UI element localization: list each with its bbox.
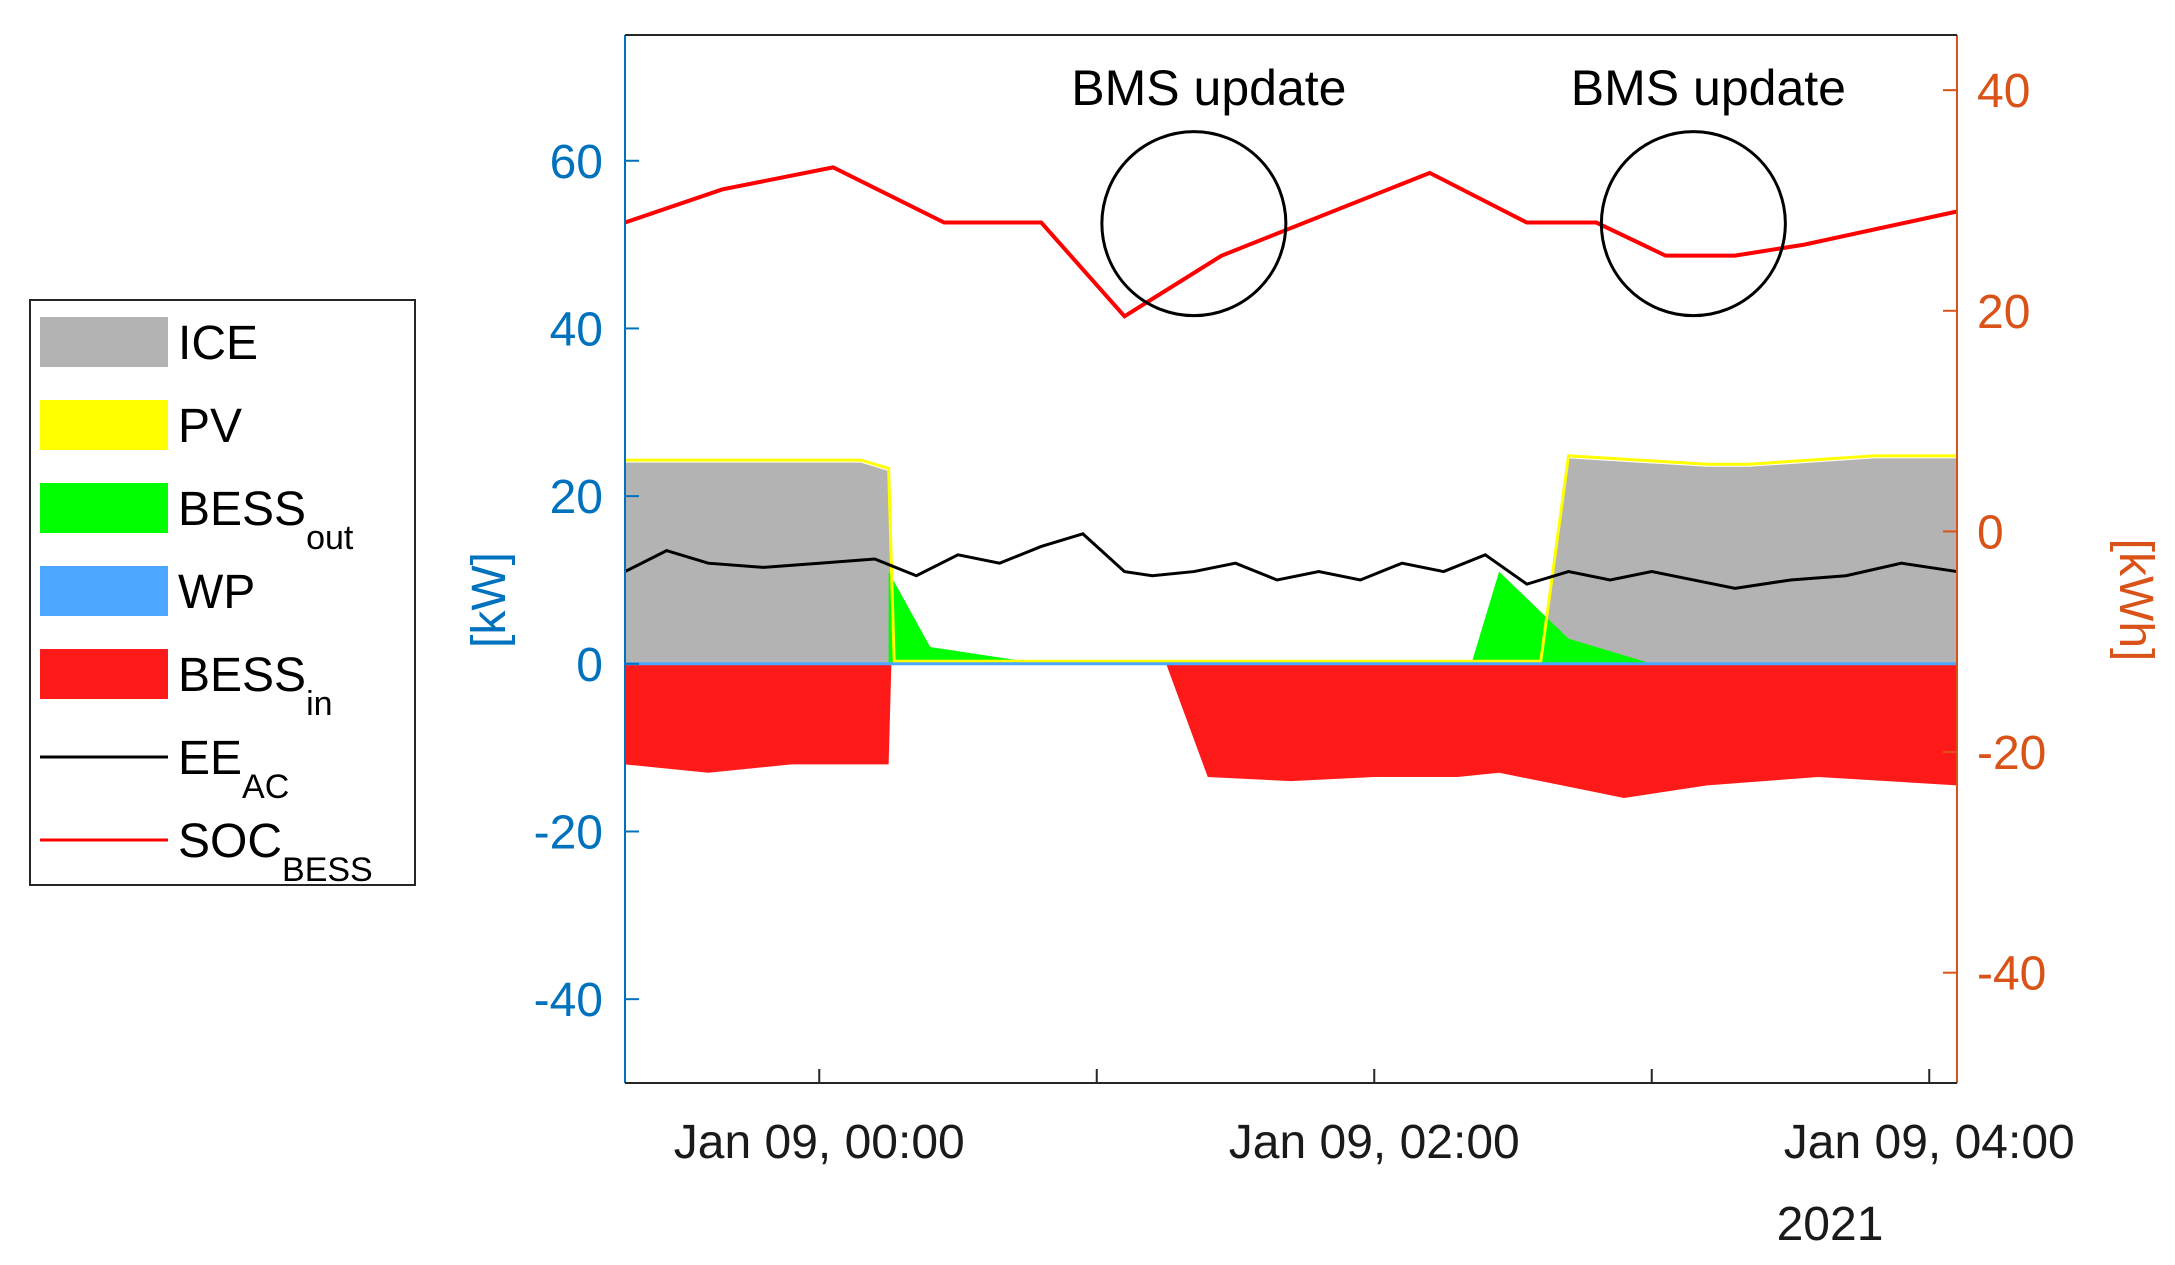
y-right-tick-label: 0: [1977, 506, 2004, 559]
y-left-tick-label: 20: [550, 471, 603, 524]
bms-update-circle: [1599, 130, 1787, 318]
y-right-tick-label: -20: [1977, 727, 2046, 780]
bms-update-label: BMS update: [1071, 60, 1346, 116]
y-left-tick-label: 60: [550, 136, 603, 189]
x-axis-year-label: 2021: [1777, 1198, 1884, 1251]
series-ee-ac-line: [624, 532, 1958, 590]
legend-swatch-bessout: [40, 483, 168, 533]
series-pv-line: [625, 454, 1957, 663]
y-left-tick-label: -20: [534, 806, 603, 859]
legend-label-ice: ICE: [178, 317, 258, 370]
y-left-tick-label: 40: [550, 303, 603, 356]
tick-labels-group: -40 -20 0 20 40 60 -40 -20 0 20 40 Jan 09, 00:00 Jan…: [534, 65, 2075, 1169]
series-soc-bess-line: [624, 165, 1958, 319]
series-ice-area: [625, 458, 1957, 664]
legend-swatch-bessin: [40, 649, 168, 699]
bms-update-circle: [1100, 130, 1288, 318]
y-left-tick-label: 0: [576, 639, 603, 692]
y-axis-left-label: [kW]: [463, 552, 516, 648]
annotations-group: BMS update BMS update: [1071, 60, 1846, 318]
legend-label-pv: PV: [178, 400, 242, 453]
x-tick-label: Jan 09, 02:00: [1229, 1116, 1520, 1169]
legend-swatch-pv: [40, 400, 168, 450]
line-series-group: [624, 165, 1958, 590]
y-right-tick-label: -40: [1977, 948, 2046, 1001]
bms-update-label: BMS update: [1571, 60, 1846, 116]
axes-group: [624, 34, 1958, 1084]
y-right-tick-label: 20: [1977, 286, 2030, 339]
legend-label-wp: WP: [178, 566, 255, 619]
y-left-tick-label: -40: [534, 974, 603, 1027]
y-right-tick-label: 40: [1977, 65, 2030, 118]
y-axis-right-label: [kWh]: [2109, 539, 2162, 662]
x-tick-label: Jan 09, 04:00: [1784, 1116, 2075, 1169]
legend-swatch-wp: [40, 566, 168, 616]
area-series-group: [625, 454, 1957, 798]
legend-swatch-ice: [40, 317, 168, 367]
series-bess-in-area: [625, 663, 1957, 798]
x-tick-label: Jan 09, 00:00: [674, 1116, 965, 1169]
